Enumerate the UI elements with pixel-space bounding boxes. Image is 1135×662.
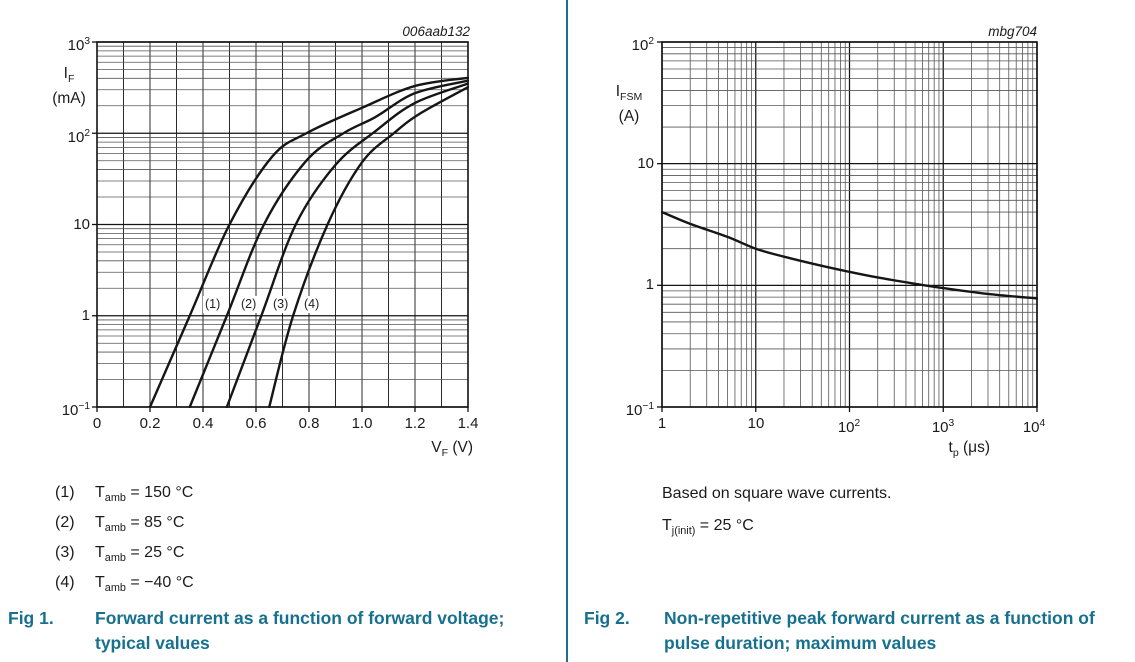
- fig1-x-tick: 1.2: [404, 415, 426, 432]
- fig2-y-axis-label: IFSM (A): [600, 82, 658, 126]
- fig1-curve-label-4: (4): [302, 296, 322, 313]
- fig1-x-tick: 0: [92, 415, 102, 432]
- fig2-y-tick: 10−1: [625, 401, 654, 419]
- chart-curve: [268, 85, 469, 408]
- chart-curve: [148, 76, 469, 408]
- fig1-y-tick: 10−1: [61, 401, 90, 419]
- fig2-note-temperature: Tj(init) = 25 °C: [662, 517, 754, 538]
- fig1-legend-item: (1) Tamb = 150 °C: [55, 483, 194, 505]
- fig1-x-tick: 0.8: [298, 415, 320, 432]
- fig1-legend-text: Tamb = −40 °C: [95, 574, 194, 595]
- fig2-y-tick: 10: [637, 155, 654, 172]
- fig2-note-conditions: Based on square wave currents.: [662, 485, 892, 502]
- fig1-legend-item: (4) Tamb = −40 °C: [55, 573, 194, 595]
- fig1-legend-index: (2): [55, 514, 75, 531]
- fig2-y-tick: 1: [645, 276, 654, 293]
- fig1-x-tick: 0.4: [192, 415, 214, 432]
- fig2-x-tick: 1: [657, 415, 667, 432]
- fig1-y-axis-symbol: IF: [63, 65, 75, 86]
- fig2-peak-current-chart: [657, 41, 1038, 412]
- fig1-forward-current-chart: [92, 41, 469, 412]
- chart-curve: [661, 210, 1038, 300]
- fig1-legend-text: Tamb = 150 °C: [95, 484, 194, 505]
- fig1-curve-label-1: (1): [203, 296, 223, 313]
- fig1-y-tick: 103: [67, 36, 90, 54]
- fig2-x-tick: 102: [837, 418, 861, 436]
- fig2-plot-id: mbg704: [988, 24, 1037, 39]
- fig1-caption: Forward current as a function of forward…: [95, 608, 505, 653]
- fig1-x-tick: 1.0: [351, 415, 373, 432]
- fig1-x-axis-label: VF (V): [431, 439, 473, 460]
- fig2-y-axis-symbol: IFSM: [615, 83, 643, 104]
- panel-divider: [566, 0, 568, 662]
- fig1-y-axis-unit: (mA): [52, 90, 86, 108]
- fig1-y-tick: 1: [81, 307, 90, 324]
- fig2-y-tick: 102: [631, 36, 654, 54]
- chart-curve: [225, 82, 469, 408]
- fig1-y-tick: 10: [73, 216, 90, 233]
- fig1-plot-id: 006aab132: [402, 24, 470, 39]
- fig2-x-axis-label: tp (μs): [948, 439, 990, 460]
- fig1-y-axis-label: IF (mA): [40, 64, 98, 108]
- fig2-caption-tag: Fig 2.: [584, 608, 630, 628]
- fig1-curve-label-3: (3): [271, 296, 291, 313]
- fig1-legend-item: (3) Tamb = 25 °C: [55, 543, 185, 565]
- fig1-legend-index: (3): [55, 544, 75, 561]
- fig2-y-axis-unit: (A): [618, 108, 640, 126]
- fig2-x-tick: 104: [1022, 418, 1046, 436]
- fig1-curve-label-2: (2): [239, 296, 259, 313]
- fig1-legend-text: Tamb = 25 °C: [95, 544, 185, 565]
- chart-curve: [188, 79, 469, 408]
- fig1-legend-index: (4): [55, 574, 75, 591]
- fig1-y-tick: 102: [67, 128, 90, 146]
- fig1-x-tick: 1.4: [457, 415, 479, 432]
- fig1-x-tick: 0.6: [245, 415, 267, 432]
- fig1-legend-index: (1): [55, 484, 75, 501]
- fig1-x-tick: 0.2: [139, 415, 161, 432]
- fig1-legend-text: Tamb = 85 °C: [95, 514, 185, 535]
- fig1-legend-item: (2) Tamb = 85 °C: [55, 513, 185, 535]
- fig2-caption: Non-repetitive peak forward current as a…: [664, 608, 1095, 653]
- fig2-x-tick: 10: [747, 415, 765, 432]
- fig2-x-tick: 103: [931, 418, 955, 436]
- fig1-caption-tag: Fig 1.: [8, 608, 54, 628]
